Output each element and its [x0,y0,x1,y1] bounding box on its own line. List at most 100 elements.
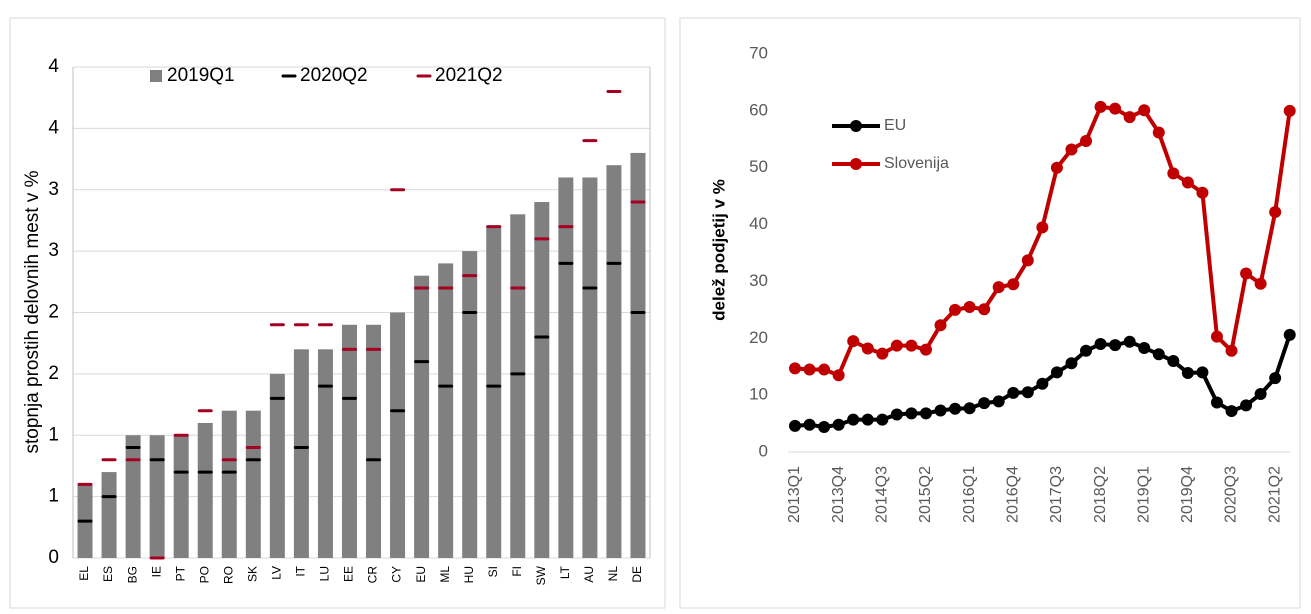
bar [245,410,261,558]
x-tick-label: BG [125,566,139,583]
x-tick-label: EL [77,566,91,581]
y-tick-label: 4 [48,56,59,77]
point [1123,111,1136,124]
point [1254,388,1267,401]
x-tick-label: PT [173,565,187,581]
legend-label: Slovenija [884,155,949,172]
x-tick-label: CR [366,566,380,584]
x-tick-label: CY [390,566,404,583]
point [861,413,874,426]
point [1152,126,1165,139]
point [949,402,962,415]
point [1167,355,1180,368]
y-axis-label: stopnja prostih delovnih mest v % [22,170,43,453]
point [1109,339,1122,352]
point [1065,357,1078,370]
point [1152,348,1165,361]
bar [534,202,550,558]
x-tick-label: 2020Q3 [1223,466,1240,523]
point [934,319,947,332]
point [1094,100,1107,113]
point [789,362,801,375]
point [818,363,831,376]
x-tick-label: AU [582,566,596,583]
bar [558,177,574,558]
bar [197,422,213,558]
x-tick-label: DE [630,566,644,583]
x-tick-label: 2019Q4 [1179,466,1196,523]
x-tick-label: 2013Q4 [830,466,847,523]
point [963,402,976,415]
y-tick-label: 30 [749,271,768,290]
point [1181,176,1194,189]
x-tick-label: 2017Q3 [1048,466,1065,523]
point [1050,161,1063,174]
point [905,339,918,352]
x-tick-label: PO [197,566,211,583]
point [876,413,889,426]
bar [101,472,117,558]
legend-label: EU [884,117,906,134]
x-tick-label: IT [294,565,308,576]
point [1269,372,1282,385]
bar [486,226,502,558]
y-tick-label: 20 [749,328,768,347]
x-tick-label: EE [342,566,356,582]
bar [438,263,454,558]
x-tick-label: ES [101,566,115,582]
point [861,342,874,355]
point [978,303,991,316]
y-tick-label: 60 [749,100,768,119]
x-tick-label: FI [510,566,524,577]
point [1283,328,1296,341]
bar [366,324,382,558]
right-panel [679,17,1301,609]
bar [341,324,357,558]
legend-swatch [150,70,162,82]
point [1225,344,1238,357]
point [847,335,860,348]
x-tick-label: 2021Q2 [1266,466,1283,523]
x-tick-label: RO [221,566,235,584]
y-tick-label: 3 [48,179,59,200]
x-tick-label: SW [534,565,548,585]
point [919,407,932,420]
x-tick-label: 2016Q4 [1004,466,1021,523]
point [1021,386,1034,399]
point [832,418,845,431]
x-tick-label: 2019Q1 [1135,466,1152,523]
point [1254,277,1267,290]
y-tick-label: 70 [749,43,768,62]
bar [630,152,646,559]
bar [317,349,333,558]
y-tick-label: 40 [749,214,768,233]
x-tick-label: 2014Q3 [874,466,891,523]
point [890,408,903,421]
point [1225,405,1238,418]
x-tick-label: NL [606,566,620,582]
x-tick-label: 2015Q2 [917,466,934,523]
point [1123,335,1136,348]
bar [173,435,189,558]
point [1036,377,1049,390]
x-tick-label: LV [270,566,284,580]
y-tick-label: 0 [48,547,59,568]
bar [390,312,406,558]
point [1138,104,1151,117]
point [905,407,918,420]
point [1050,366,1063,379]
point [1065,143,1078,156]
bar [221,410,237,558]
point [1109,102,1122,115]
point [949,303,962,316]
point [934,404,947,417]
x-tick-label: ML [438,566,452,583]
bar [293,349,309,558]
y-tick-label: 10 [749,385,768,404]
bar [510,214,526,559]
bar [582,177,598,558]
legend-swatch [850,158,862,170]
point [1240,267,1253,280]
bar [149,435,165,558]
